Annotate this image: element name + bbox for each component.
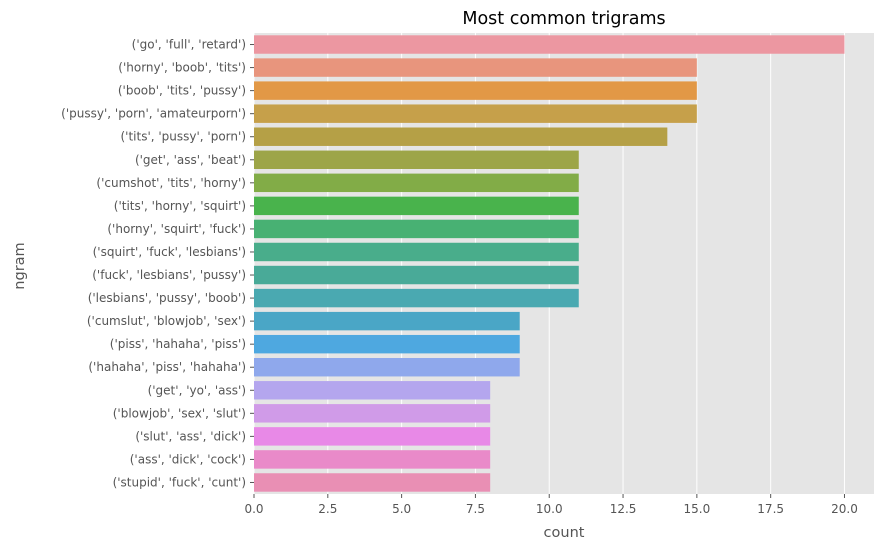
y-tick-label: ('ass', 'dick', 'cock') bbox=[130, 452, 246, 466]
x-tick-label: 12.5 bbox=[610, 502, 637, 516]
y-tick-label: ('piss', 'hahaha', 'piss') bbox=[110, 337, 246, 351]
y-tick-label: ('tits', 'pussy', 'porn') bbox=[120, 130, 246, 144]
y-tick-label: ('cumshot', 'tits', 'horny') bbox=[96, 176, 246, 190]
bar bbox=[254, 311, 520, 331]
x-tick-labels: 0.0 2.5 5.0 7.5 10.0 12.5 15.0 17.5 20.0 bbox=[244, 494, 858, 516]
bar bbox=[254, 81, 697, 100]
bar bbox=[254, 427, 491, 446]
x-tick-label: 5.0 bbox=[392, 502, 411, 516]
y-tick-label: ('go', 'full', 'retard') bbox=[132, 38, 246, 52]
x-tick-label: 10.0 bbox=[536, 502, 563, 516]
y-tick-label: ('get', 'yo', 'ass') bbox=[148, 383, 246, 397]
bar bbox=[254, 473, 491, 492]
y-tick-label: ('hahaha', 'piss', 'hahaha') bbox=[88, 360, 246, 374]
y-tick-label: ('squirt', 'fuck', 'lesbians') bbox=[93, 245, 246, 259]
y-tick-label: ('pussy', 'porn', 'amateurporn') bbox=[61, 107, 246, 121]
bar bbox=[254, 219, 579, 239]
y-axis-title: ngram bbox=[12, 242, 28, 289]
y-tick-label: ('tits', 'horny', 'squirt') bbox=[114, 199, 246, 213]
y-tick-label: ('get', 'ass', 'beat') bbox=[135, 153, 246, 167]
x-axis-title: count bbox=[544, 525, 585, 541]
bar bbox=[254, 242, 579, 262]
bar bbox=[254, 104, 697, 123]
y-tick-label: ('stupid', 'fuck', 'cunt') bbox=[113, 475, 246, 489]
bar bbox=[254, 58, 697, 77]
plot-area bbox=[254, 33, 874, 494]
bars bbox=[254, 35, 845, 492]
bar bbox=[254, 150, 579, 169]
bar bbox=[254, 404, 491, 423]
bar bbox=[254, 265, 579, 285]
bar bbox=[254, 288, 579, 308]
bar bbox=[254, 35, 845, 54]
y-tick-label: ('horny', 'boob', 'tits') bbox=[118, 61, 246, 75]
x-tick-label: 15.0 bbox=[683, 502, 710, 516]
bar bbox=[254, 334, 520, 354]
bar bbox=[254, 173, 579, 193]
x-tick-label: 20.0 bbox=[831, 502, 858, 516]
x-tick-label: 7.5 bbox=[466, 502, 485, 516]
bar bbox=[254, 381, 491, 400]
y-tick-label: ('boob', 'tits', 'pussy') bbox=[118, 84, 246, 98]
x-tick-label: 0.0 bbox=[244, 502, 263, 516]
y-tick-labels: ('go', 'full', 'retard') ('horny', 'boob'… bbox=[61, 38, 254, 489]
chart-title: Most common trigrams bbox=[462, 9, 665, 29]
y-tick-label: ('lesbians', 'pussy', 'boob') bbox=[88, 291, 246, 305]
y-tick-label: ('horny', 'squirt', 'fuck') bbox=[107, 222, 246, 236]
bar bbox=[254, 127, 668, 146]
bar bbox=[254, 358, 520, 377]
y-tick-label: ('cumslut', 'blowjob', 'sex') bbox=[87, 314, 246, 328]
bar bbox=[254, 450, 491, 469]
bar bbox=[254, 196, 579, 216]
x-tick-label: 17.5 bbox=[757, 502, 784, 516]
x-tick-label: 2.5 bbox=[318, 502, 337, 516]
y-tick-label: ('slut', 'ass', 'dick') bbox=[135, 429, 246, 443]
y-tick-label: ('blowjob', 'sex', 'slut') bbox=[113, 406, 246, 420]
y-tick-label: ('fuck', 'lesbians', 'pussy') bbox=[92, 268, 246, 282]
